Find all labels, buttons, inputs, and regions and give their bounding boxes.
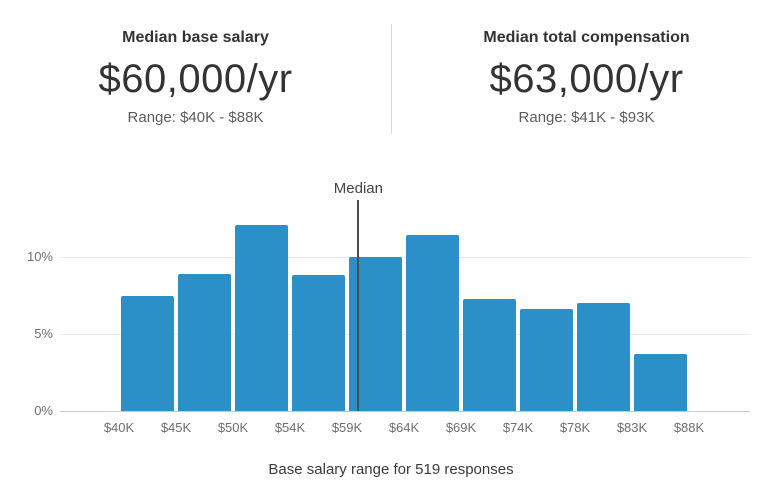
y-axis-label: 0% — [34, 403, 53, 418]
histogram-bar[interactable] — [520, 309, 573, 411]
x-axis-line — [60, 411, 750, 412]
x-axis-label: $78K — [559, 420, 591, 435]
median-label: Median — [333, 180, 383, 197]
y-axis-label: 5% — [34, 326, 53, 341]
histogram-bar[interactable] — [577, 303, 630, 411]
x-axis-label: $45K — [160, 420, 192, 435]
histogram-bar[interactable] — [463, 298, 516, 411]
x-axis-label: $64K — [388, 420, 420, 435]
histogram-bar[interactable] — [292, 275, 345, 411]
gridline — [60, 257, 750, 258]
y-axis-label: 10% — [26, 249, 53, 264]
total-compensation-amount: $63,000/yr — [489, 56, 684, 101]
base-salary-amount: $60,000/yr — [98, 56, 293, 101]
median-line — [357, 200, 360, 411]
base-salary-panel: Median base salary $60,000/yr Range: $40… — [0, 0, 391, 160]
chart-caption: Base salary range for 519 responses — [268, 461, 514, 478]
x-axis-label: $74K — [502, 420, 534, 435]
histogram-bar[interactable] — [121, 295, 174, 411]
x-axis-label: $40K — [103, 420, 135, 435]
x-axis-label: $59K — [331, 420, 363, 435]
x-axis-label: $83K — [616, 420, 648, 435]
histogram-bar[interactable] — [235, 224, 288, 411]
x-axis-label: $50K — [217, 420, 249, 435]
histogram-bar[interactable] — [406, 235, 459, 411]
header-divider — [391, 24, 392, 134]
gridline — [60, 334, 750, 335]
base-salary-title: Median base salary — [122, 29, 269, 46]
total-compensation-title: Median total compensation — [483, 29, 690, 46]
x-axis-label: $54K — [274, 420, 306, 435]
x-axis-label: $88K — [673, 420, 705, 435]
total-compensation-range: Range: $41K - $93K — [518, 108, 655, 126]
base-salary-range: Range: $40K - $88K — [127, 108, 264, 126]
histogram-bar[interactable] — [178, 273, 231, 411]
summary-header: Median base salary $60,000/yr Range: $40… — [0, 0, 782, 160]
x-axis-label: $69K — [445, 420, 477, 435]
histogram-bar[interactable] — [634, 354, 687, 411]
total-compensation-panel: Median total compensation $63,000/yr Ran… — [391, 0, 782, 160]
